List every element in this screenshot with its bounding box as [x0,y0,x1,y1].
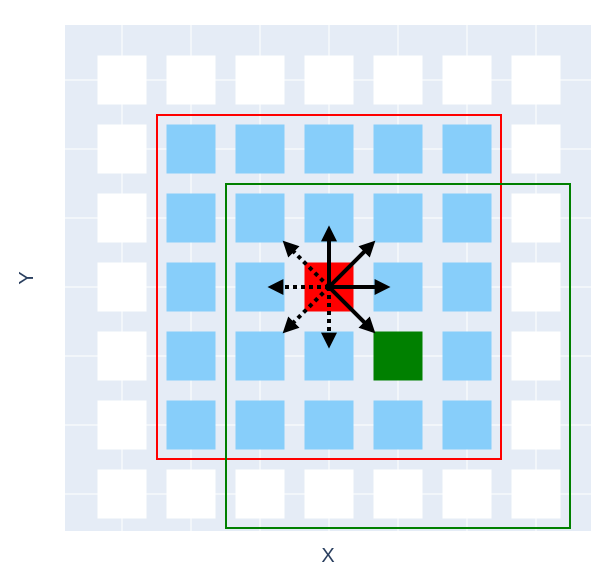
grid-cell [511,331,561,381]
grid-cell [511,193,561,243]
neighborhood-cell [442,124,492,174]
green-region-box [225,183,571,529]
grid-cell [235,55,285,105]
grid-cell [511,55,561,105]
grid-cells [97,55,561,519]
target-cell [373,331,423,381]
neighborhood-cell [235,193,285,243]
x-axis-title: X [321,545,334,567]
arrow-down-left [282,285,331,334]
grid-cell [511,124,561,174]
arrow-up-right [327,240,376,289]
grid-cell [97,469,147,519]
grid-cell [97,262,147,312]
neighborhood-cell [373,400,423,450]
neighborhood-cell [304,400,354,450]
grid-cell [97,331,147,381]
grid-cell [511,400,561,450]
grid-cell [235,469,285,519]
grid-cell [511,262,561,312]
grid-cell [304,55,354,105]
arrow-up-left [282,240,331,289]
grid-cell [511,469,561,519]
grid-cell [373,55,423,105]
region-boxes [156,114,571,529]
neighborhood-cell [235,331,285,381]
neighborhood-cell [373,193,423,243]
grid-cell [373,469,423,519]
grid-cell [97,400,147,450]
arrow-down-right [327,285,376,334]
neighborhood-cell [166,331,216,381]
grid-cell [97,124,147,174]
neighborhood-cell [166,262,216,312]
neighborhood-cell [235,124,285,174]
grid-cell [442,55,492,105]
neighborhood-cell [442,331,492,381]
grid-cell [166,55,216,105]
neighborhood-cell [166,193,216,243]
grid-cell [97,55,147,105]
neighborhood-cell [442,193,492,243]
grid-cell [304,469,354,519]
red-region-box [156,114,502,460]
grid-cell [97,193,147,243]
neighborhood-cell [166,124,216,174]
grid-cell [442,469,492,519]
y-axis-title: Y [16,271,38,284]
neighborhood-cell [304,124,354,174]
action-arrows [267,225,391,349]
neighborhood-cell [235,400,285,450]
neighborhood-cell [442,262,492,312]
neighborhood-cell [373,124,423,174]
neighborhood-cell [166,400,216,450]
grid-cell [166,469,216,519]
neighborhood-cell [442,400,492,450]
